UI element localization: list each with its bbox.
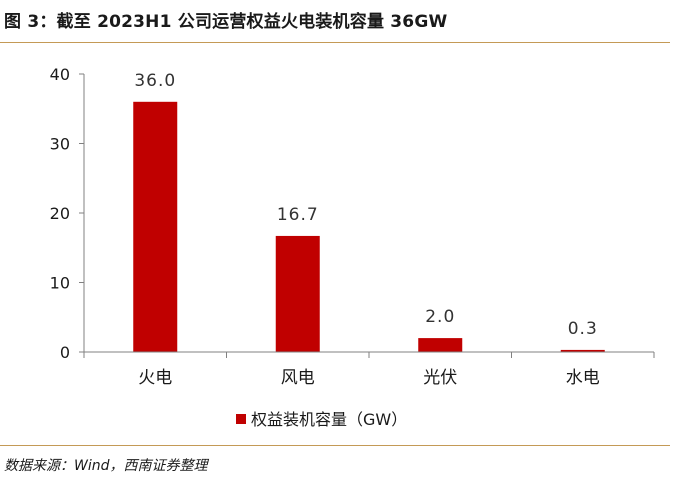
data-label: 2.0: [425, 307, 455, 327]
bar: [275, 235, 320, 352]
x-axis: 火电 风电 光伏 水电: [83, 351, 655, 388]
data-label: 16.7: [277, 205, 319, 225]
figure-title: 图 3：截至 2023H1 公司运营权益火电装机容量 36GW: [4, 12, 448, 32]
y-tick-label: 10: [50, 274, 70, 293]
data-label: 0.3: [568, 319, 598, 339]
bars: 36.0 16.7 2.0 0.3: [133, 71, 605, 352]
legend: 权益装机容量（GW）: [236, 410, 407, 429]
y-tick-label: 30: [50, 135, 70, 154]
y-tick-label: 40: [50, 65, 70, 84]
legend-swatch: [236, 414, 246, 424]
bar: [560, 349, 605, 352]
x-tick-label: 风电: [281, 368, 315, 388]
title-divider: [0, 42, 670, 43]
bar: [133, 101, 178, 352]
y-tick-label: 20: [50, 204, 70, 223]
y-tick-label: 0: [60, 343, 70, 362]
legend-label: 权益装机容量（GW）: [251, 410, 407, 429]
x-tick-label: 火电: [138, 368, 172, 388]
x-tick-label: 光伏: [423, 368, 457, 388]
x-tick-label: 水电: [566, 368, 600, 388]
data-label: 36.0: [134, 71, 176, 91]
source-divider: [0, 445, 670, 446]
bar-chart: 0 10 20 30 40 36.0 16.7 2.0 0.3 火电 风电 光伏 水电 权益装机容量…: [50, 65, 655, 429]
bar: [418, 338, 463, 352]
y-axis: 0 10 20 30 40: [50, 65, 85, 362]
source-note: 数据来源：Wind，西南证券整理: [4, 458, 208, 474]
